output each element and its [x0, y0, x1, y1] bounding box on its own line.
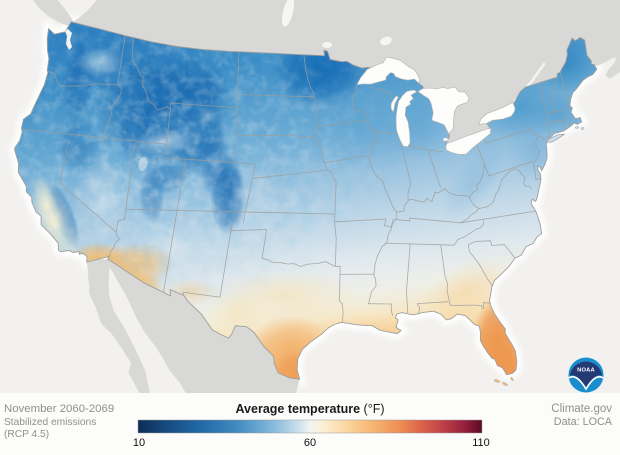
svg-text:Climate.gov: Climate.gov	[551, 403, 612, 415]
svg-text:November 2060-2069: November 2060-2069	[4, 403, 114, 415]
svg-text:NOAA: NOAA	[577, 368, 595, 374]
svg-text:10: 10	[133, 437, 145, 449]
svg-text:60: 60	[304, 437, 316, 449]
svg-text:Stabilized emissions: Stabilized emissions	[4, 417, 96, 428]
svg-text:Average temperature (°F): Average temperature (°F)	[235, 402, 384, 416]
svg-text:(RCP 4.5): (RCP 4.5)	[4, 429, 49, 440]
svg-text:Data: LOCA: Data: LOCA	[554, 416, 613, 428]
svg-text:110: 110	[472, 437, 490, 449]
